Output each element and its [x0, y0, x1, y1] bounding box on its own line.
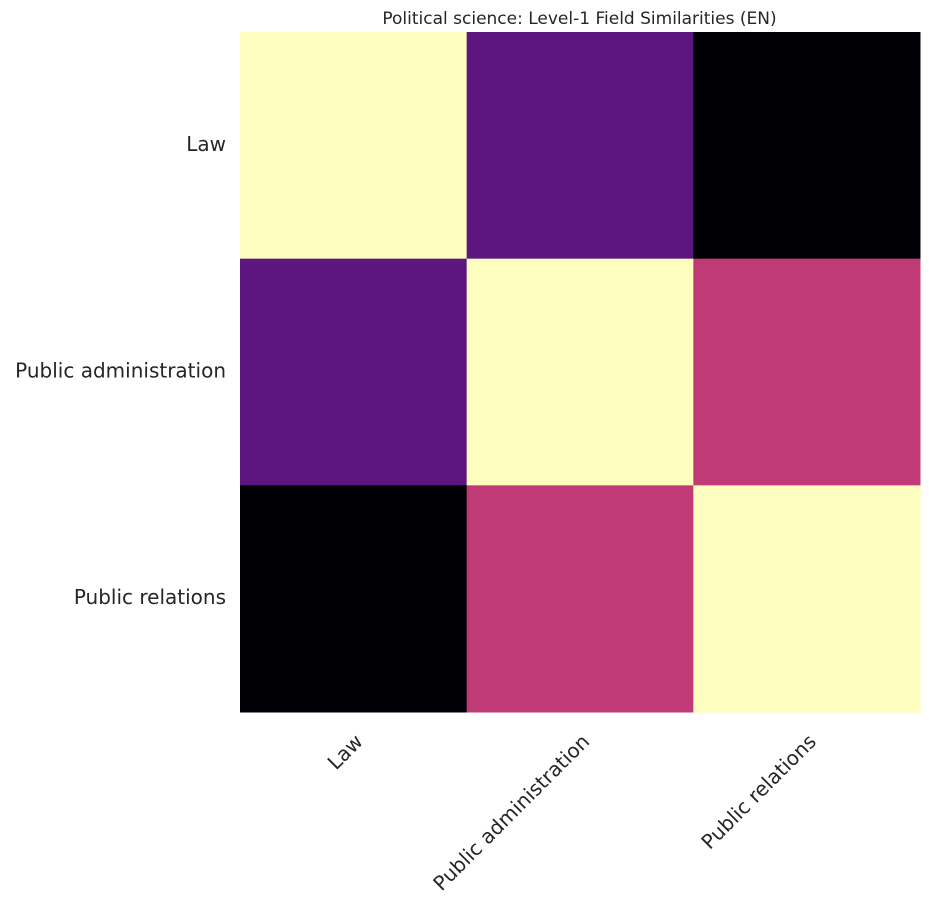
- x-tick-label: Law: [323, 729, 368, 774]
- heatmap-cell: [466, 485, 694, 713]
- heatmap-cell: [240, 32, 468, 260]
- heatmap-cell: [466, 32, 694, 260]
- heatmap-cell: [466, 258, 694, 486]
- heatmap-cell: [240, 258, 468, 486]
- chart-title: Political science: Level-1 Field Similar…: [382, 9, 776, 29]
- heatmap-cell: [240, 485, 468, 713]
- x-tick-label: Public administration: [428, 729, 594, 895]
- x-tick-label: Public relations: [696, 729, 821, 854]
- x-axis-tick-labels: Law Public administration Public relations: [323, 729, 821, 895]
- heatmap-cell: [693, 258, 921, 486]
- y-tick-label: Law: [186, 132, 226, 156]
- heatmap-cell: [693, 485, 921, 713]
- heatmap-cells: [240, 32, 921, 713]
- heatmap-cell: [693, 32, 921, 260]
- y-axis-tick-labels: Law Public administration Public relations: [15, 132, 226, 609]
- y-tick-label: Public relations: [74, 585, 226, 609]
- y-tick-label: Public administration: [15, 359, 226, 383]
